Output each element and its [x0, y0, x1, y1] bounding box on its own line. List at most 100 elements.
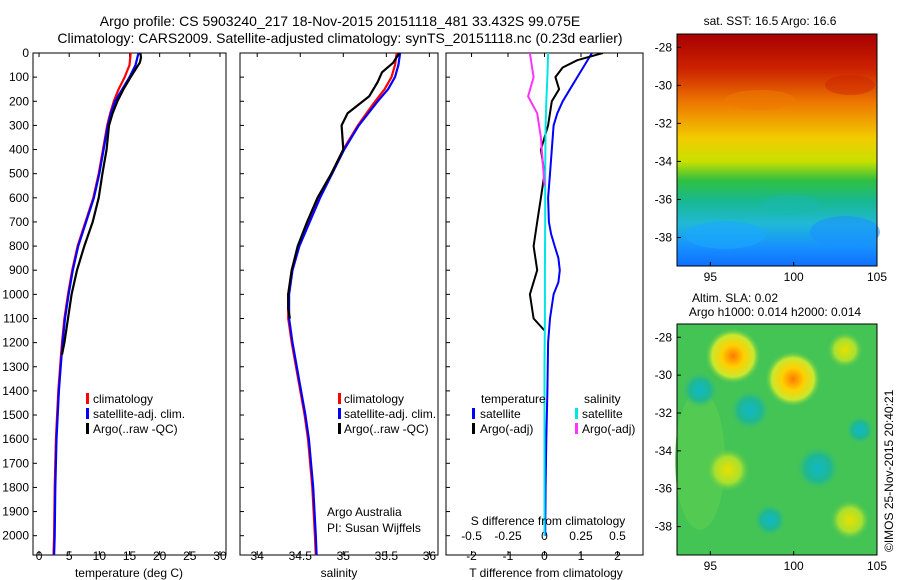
sla_map-xtick-label: 100	[784, 559, 804, 573]
legend-swatch-climatology	[338, 393, 341, 404]
difference-series-temperature-satellite	[544, 53, 593, 536]
sst_map-ytick-label: -32	[655, 116, 673, 130]
sla_map-ytick-label: -28	[655, 330, 673, 344]
depth-tick-label: 300	[9, 118, 29, 132]
temperature-xtick-label: 20	[153, 549, 167, 563]
sst_map-ytick-label: -30	[655, 78, 673, 92]
depth-tick-label: 1400	[2, 384, 29, 398]
difference-xtick-label: -2	[466, 549, 477, 563]
sla_map-ytick-label: -30	[655, 368, 673, 382]
salinity-xtick-label: 34.5	[289, 549, 313, 563]
temperature-xtick-label: 30	[213, 549, 227, 563]
sla_map-ytick-label: -32	[655, 406, 673, 420]
sst-cool-patch	[760, 195, 820, 215]
temperature-xtick-label: 10	[93, 549, 107, 563]
sst-heatmap	[676, 33, 880, 267]
sla-warm-eddy	[827, 332, 863, 368]
legend-swatch-s-argo	[575, 423, 578, 434]
difference-xtick-label: 0	[541, 549, 548, 563]
depth-tick-label: 1700	[2, 456, 29, 470]
difference-series-salinity-satellite	[543, 53, 550, 536]
legend-label-t-satellite: satellite	[480, 407, 521, 421]
figure-title-line2: Climatology: CARS2009. Satellite-adjuste…	[57, 30, 622, 46]
sst-cool-patch	[685, 221, 765, 249]
difference-xlabel: T difference from climatology	[469, 566, 623, 580]
difference-x2tick-label: 0.5	[609, 529, 626, 543]
difference-xtick-label: -1	[503, 549, 514, 563]
sla-green-band	[675, 390, 725, 530]
legend-swatch-s-satellite	[575, 408, 578, 419]
temperature-series-argo-raw-qc	[60, 53, 143, 355]
depth-tick-label: 500	[9, 167, 29, 181]
credit-line2: PI: Susan Wijffels	[327, 521, 421, 535]
temperature-xlabel: temperature (deg C)	[75, 566, 183, 580]
imos-watermark: ©IMOS 25-Nov-2015 20:40:21	[882, 389, 896, 552]
salinity-xtick-label: 36	[423, 549, 437, 563]
depth-tick-label: 1300	[2, 360, 29, 374]
depth-tick-label: 800	[9, 239, 29, 253]
difference-xtick-label: 1	[578, 549, 585, 563]
legend-swatch-t-argo	[472, 423, 475, 434]
salinity-xtick-label: 35.5	[375, 549, 399, 563]
depth-tick-label: 900	[9, 263, 29, 277]
depth-tick-label: 100	[9, 70, 29, 84]
sst-map-title: sat. SST: 16.5 Argo: 16.6	[704, 14, 837, 28]
sla-warm-eddy	[705, 328, 761, 384]
depth-tick-label: 1500	[2, 408, 29, 422]
salinity-xtick-label: 34	[251, 549, 265, 563]
legend-swatch-satellite-adj	[338, 408, 341, 419]
depth-tick-label: 1000	[2, 287, 29, 301]
legend-label-argo: Argo(..raw -QC)	[344, 422, 429, 436]
legend-label-s-argo: Argo(-adj)	[582, 422, 635, 436]
sla-heatmap	[675, 323, 878, 556]
depth-tick-label: 200	[9, 94, 29, 108]
salinity-xtick-label: 35	[337, 549, 351, 563]
sla-warm-eddy	[706, 448, 750, 492]
salinity-plot-frame	[239, 52, 439, 556]
sst_map-xtick-label: 95	[704, 270, 718, 284]
depth-axis: 0 100 200 300 400 500 600 700 800 900 1000 1100 1200…	[2, 46, 450, 543]
depth-tick-label: 600	[9, 191, 29, 205]
s-difference-label: S difference from climatology	[471, 514, 626, 528]
sla_map-xtick-label: 105	[867, 559, 887, 573]
sla_map-xtick-label: 95	[704, 559, 718, 573]
legend-label-climatology: climatology	[344, 392, 404, 406]
difference-x2tick-label: 0	[541, 529, 548, 543]
salinity-xlabel: salinity	[321, 566, 358, 580]
difference-x2tick-label: 0.25	[569, 529, 593, 543]
credit-line1: Argo Australia	[327, 505, 402, 519]
sst_map-ytick-label: -28	[655, 40, 673, 54]
sla-map-frame	[676, 323, 878, 556]
sst-warm-patch	[825, 75, 875, 95]
x-axes: 0 5 10 15 20 25 30 34 34.5 35 35.5 36 -2 -1 0 1 2 -0.5 -0.…	[36, 53, 626, 563]
depth-tick-label: 400	[9, 143, 29, 157]
difference-xtick-label: 2	[614, 549, 621, 563]
salinity-series-argo-raw-qc	[287, 53, 401, 319]
sla-map-axes: 95 100 105 -28 -30 -32 -34 -36 -38	[655, 330, 888, 573]
sla-cool-eddy	[796, 446, 840, 490]
temperature-series-satellite-adj-clim	[53, 53, 140, 555]
sla-warm-eddy	[830, 500, 870, 540]
sla_map-ytick-label: -36	[655, 482, 673, 496]
difference-series-salinity-argo-adj	[527, 53, 546, 186]
sst-cool-patch	[810, 216, 880, 248]
depth-tick-label: 1600	[2, 432, 29, 446]
sla_map-ytick-label: -34	[655, 444, 673, 458]
legend-title-salinity: salinity	[584, 392, 621, 406]
sla-warm-eddy	[765, 351, 821, 407]
sst_map-ytick-label: -38	[655, 230, 673, 244]
sst-map-frame	[676, 33, 878, 267]
difference-legend: temperature salinity satellite Argo(-adj…	[472, 392, 635, 436]
depth-tick-label: 0	[22, 46, 29, 60]
legend-swatch-satellite-adj	[86, 408, 89, 419]
temperature-plot-frame	[32, 52, 227, 556]
temperature-xtick-label: 15	[123, 549, 137, 563]
difference-x2tick-label: -0.5	[461, 529, 482, 543]
depth-tick-label: 1200	[2, 336, 29, 350]
figure-title-line1: Argo profile: CS 5903240_217 18-Nov-2015…	[100, 13, 581, 29]
sst_map-xtick-label: 100	[784, 270, 804, 284]
legend-swatch-climatology	[86, 393, 89, 404]
temperature-xtick-label: 0	[36, 549, 43, 563]
sst_map-xtick-label: 105	[867, 270, 887, 284]
salinity-legend: climatology satellite-adj. clim. Argo(..…	[338, 392, 436, 436]
